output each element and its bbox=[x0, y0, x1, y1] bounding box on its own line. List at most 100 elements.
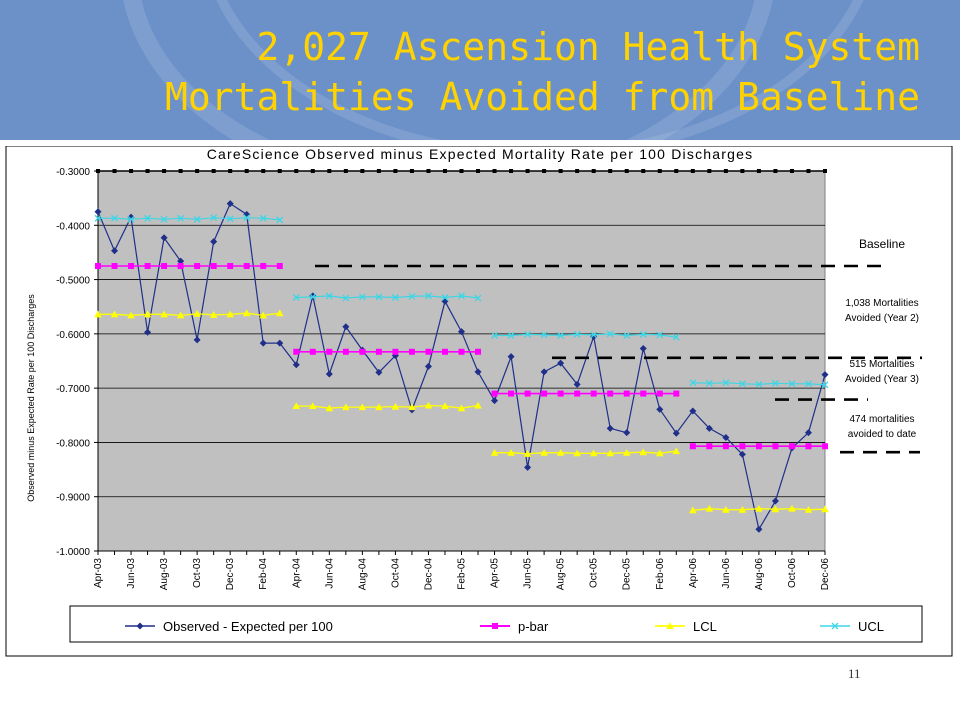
point-pbar bbox=[640, 390, 647, 397]
point-pbar bbox=[128, 263, 135, 269]
point-observed bbox=[540, 368, 548, 376]
x-axis-ticks: Apr-03 Jun-03 Aug-03 Oct-03 Dec-03 Feb-04 Apr-… bbox=[93, 551, 831, 590]
point-lcl bbox=[523, 450, 532, 457]
top-boundary-marker bbox=[277, 169, 282, 173]
point-ucl bbox=[458, 292, 465, 300]
point-ucl bbox=[821, 381, 829, 389]
point-pbar bbox=[755, 443, 762, 450]
point-pbar bbox=[276, 263, 283, 269]
point-observed bbox=[705, 424, 713, 432]
top-boundary-marker bbox=[542, 169, 547, 173]
point-ucl bbox=[127, 215, 135, 223]
point-ucl bbox=[309, 293, 317, 301]
control-chart: CareScience Observed minus Expected Mort… bbox=[5, 145, 953, 657]
top-boundary-marker bbox=[96, 169, 100, 173]
point-ucl bbox=[342, 294, 350, 302]
point-lcl bbox=[507, 448, 515, 456]
point-ucl bbox=[144, 214, 152, 222]
point-lcl bbox=[655, 449, 664, 457]
point-ucl bbox=[210, 214, 218, 222]
point-ucl bbox=[474, 294, 482, 302]
point-ucl bbox=[193, 215, 201, 223]
point-pbar bbox=[739, 443, 746, 450]
point-observed bbox=[507, 353, 515, 361]
point-ucl bbox=[573, 330, 581, 338]
x-tick-label: Feb-05 bbox=[457, 558, 468, 590]
point-pbar bbox=[475, 348, 482, 355]
top-boundary-marker bbox=[525, 169, 530, 173]
y-tick-label: -1.0000 bbox=[56, 547, 90, 558]
top-boundary-marker bbox=[195, 169, 200, 173]
x-tick-label: Apr-06 bbox=[688, 558, 699, 588]
series-line-lcl bbox=[296, 404, 479, 409]
plot-area bbox=[97, 170, 826, 552]
x-tick-label: Aug-06 bbox=[754, 558, 765, 591]
top-boundary-marker bbox=[409, 169, 414, 173]
point-pbar bbox=[557, 390, 564, 397]
x-tick-label: Dec-06 bbox=[820, 558, 831, 591]
chart-title: CareScience Observed minus Expected Mort… bbox=[207, 146, 754, 162]
point-lcl bbox=[242, 309, 251, 317]
point-lcl bbox=[275, 309, 284, 317]
x-tick-label: Aug-04 bbox=[357, 558, 368, 591]
point-ucl bbox=[755, 380, 763, 388]
legend-item-lcl: LCL bbox=[655, 619, 717, 634]
top-boundary-marker bbox=[244, 169, 249, 173]
point-ucl bbox=[276, 216, 284, 224]
point-pbar bbox=[161, 263, 168, 269]
point-observed bbox=[573, 380, 581, 388]
point-pbar bbox=[227, 263, 234, 269]
point-pbar bbox=[706, 443, 713, 450]
point-ucl bbox=[639, 330, 647, 338]
top-boundary-marker bbox=[476, 169, 481, 173]
point-lcl bbox=[705, 504, 714, 512]
point-pbar bbox=[342, 348, 349, 355]
point-observed bbox=[524, 463, 532, 471]
point-lcl bbox=[672, 447, 681, 455]
point-lcl bbox=[391, 402, 400, 410]
point-lcl bbox=[622, 448, 631, 456]
point-observed bbox=[623, 429, 631, 437]
point-lcl bbox=[358, 403, 367, 411]
point-lcl bbox=[127, 311, 135, 319]
point-ucl bbox=[391, 294, 399, 301]
point-pbar bbox=[144, 263, 151, 269]
point-observed bbox=[309, 292, 317, 300]
series-observed bbox=[94, 200, 829, 533]
point-lcl bbox=[606, 449, 615, 457]
x-tick-label: Apr-03 bbox=[93, 558, 104, 588]
point-ucl bbox=[557, 332, 565, 339]
point-lcl bbox=[457, 404, 466, 412]
point-ucl bbox=[524, 330, 532, 338]
annotation-text: avoided to date bbox=[848, 429, 917, 440]
legend-swatch-marker bbox=[831, 622, 839, 630]
point-lcl bbox=[788, 504, 796, 512]
point-lcl bbox=[209, 311, 218, 318]
point-pbar bbox=[541, 390, 548, 397]
point-observed bbox=[276, 339, 284, 347]
point-ucl bbox=[689, 379, 697, 387]
top-boundary-marker bbox=[674, 169, 679, 173]
point-lcl bbox=[110, 310, 119, 318]
top-boundary-marker bbox=[608, 169, 613, 173]
point-lcl bbox=[738, 505, 747, 513]
y-tick-label: -0.7000 bbox=[56, 384, 90, 395]
point-ucl bbox=[805, 380, 812, 388]
point-ucl bbox=[408, 292, 416, 300]
point-observed bbox=[226, 200, 234, 208]
point-lcl bbox=[259, 311, 268, 319]
point-lcl bbox=[408, 403, 416, 411]
top-boundary-marker bbox=[690, 169, 695, 173]
top-boundary-marker bbox=[558, 169, 563, 173]
y-tick-label: -0.6000 bbox=[56, 330, 90, 341]
point-observed bbox=[160, 234, 168, 242]
x-tick-label: Dec-03 bbox=[225, 558, 236, 591]
point-pbar bbox=[392, 348, 399, 355]
point-pbar bbox=[425, 348, 432, 355]
point-lcl bbox=[573, 449, 581, 457]
point-lcl bbox=[689, 506, 697, 514]
x-tick-label: Jun-04 bbox=[324, 558, 335, 589]
point-lcl bbox=[424, 401, 433, 409]
series-ucl bbox=[94, 214, 829, 389]
y-tick-label: -0.8000 bbox=[56, 438, 90, 449]
